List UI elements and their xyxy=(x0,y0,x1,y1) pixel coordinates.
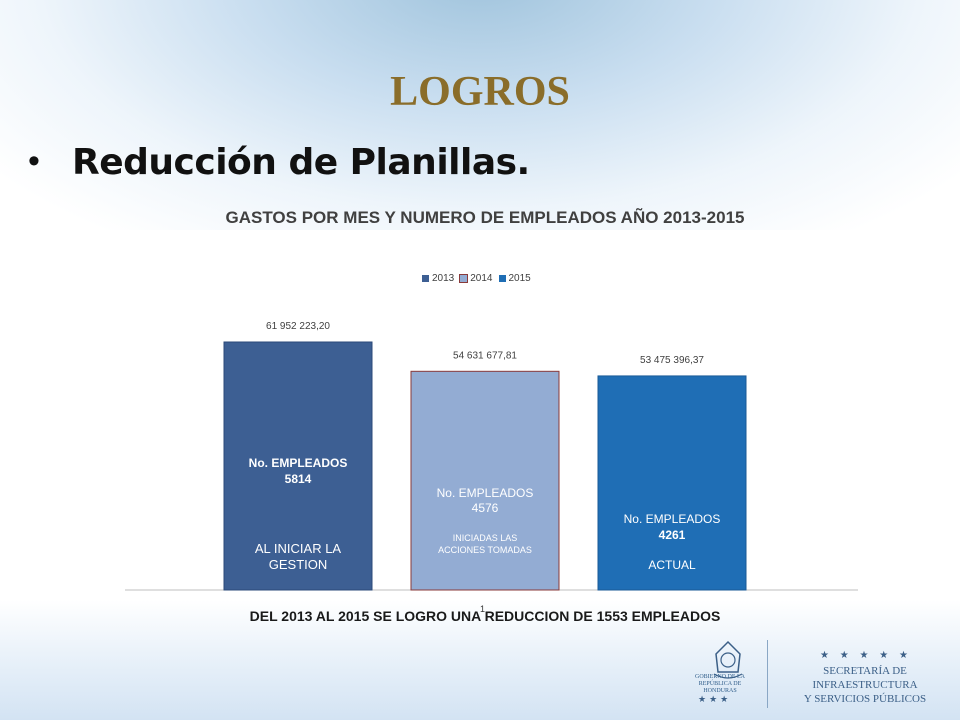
legend-swatch-2014 xyxy=(459,274,469,283)
government-seal-icon xyxy=(713,640,743,679)
bar-employees-count: 4261 xyxy=(658,528,686,542)
bar-2014 xyxy=(410,370,560,591)
bar-note: INICIADAS LAS ACCIONES TOMADAS xyxy=(438,533,532,555)
page-number: 1 xyxy=(480,604,486,614)
chart-title: GASTOS POR MES Y NUMERO DE EMPLEADOS AÑO… xyxy=(225,208,745,227)
legend-label-2014: 2014 xyxy=(470,273,493,284)
bar-text-2014: No. EMPLEADOS 4576 INICIADAS LAS ACCIONES … xyxy=(411,486,559,556)
background-bottom xyxy=(0,600,960,720)
bar-2013 xyxy=(223,341,373,591)
slide-title: LOGROS xyxy=(390,69,570,115)
legend-label-2013: 2013 xyxy=(432,273,455,284)
legend-item-2014: 2014 xyxy=(459,273,493,284)
bullet-text: Reducción de Planillas. xyxy=(72,142,530,183)
legend-swatch-2013 xyxy=(422,275,429,282)
data-label-2015: 53 475 396,37 xyxy=(640,355,704,366)
bar-employees-count: 4576 xyxy=(471,501,499,515)
gov-logo-text: GOBIERNO DE LA REPÚBLICA DE HONDURAS xyxy=(695,674,745,694)
bar-note: ACTUAL xyxy=(648,558,696,572)
bar-employees-count: 5814 xyxy=(284,472,312,486)
bar-2015 xyxy=(597,375,747,591)
legend-item-2013: 2013 xyxy=(422,273,454,284)
bullet-dot: • xyxy=(28,142,40,180)
bar-note: AL INICIAR LA GESTION xyxy=(254,541,342,572)
bar-employees-label: No. EMPLEADOS xyxy=(248,456,348,470)
bar-employees-label: No. EMPLEADOS xyxy=(436,486,534,500)
bar-text-2013: No. EMPLEADOS 5814 AL INICIAR LA GESTION xyxy=(224,455,372,573)
data-label-2013: 61 952 223,20 xyxy=(266,321,330,332)
logo-divider xyxy=(767,640,768,708)
secretaria-stars-icon: ★ ★ ★ ★ ★ xyxy=(820,650,912,661)
secretaria-line2: Y SERVICIOS PÚBLICOS xyxy=(803,693,927,705)
bar-text-2015: No. EMPLEADOS 4261 ACTUAL xyxy=(598,511,746,573)
legend-item-2015: 2015 xyxy=(498,273,531,284)
gov-stars-icon: ★★★ xyxy=(698,694,732,704)
bar-employees-label: No. EMPLEADOS xyxy=(623,512,721,526)
data-label-2014: 54 631 677,81 xyxy=(453,350,517,361)
legend-swatch-2015 xyxy=(498,275,506,282)
background-top xyxy=(0,0,960,230)
secretaria-line1: SECRETARÍA DE INFRAESTRUCTURA xyxy=(812,665,918,691)
secretaria-logo-text: SECRETARÍA DE INFRAESTRUCTURA Y SERVICIO… xyxy=(770,664,960,706)
footer-note: DEL 2013 AL 2015 SE LOGRO UNA REDUCCION … xyxy=(249,608,721,624)
legend-label-2015: 2015 xyxy=(508,273,531,284)
chart-legend: 2013 2014 2015 xyxy=(422,273,531,284)
